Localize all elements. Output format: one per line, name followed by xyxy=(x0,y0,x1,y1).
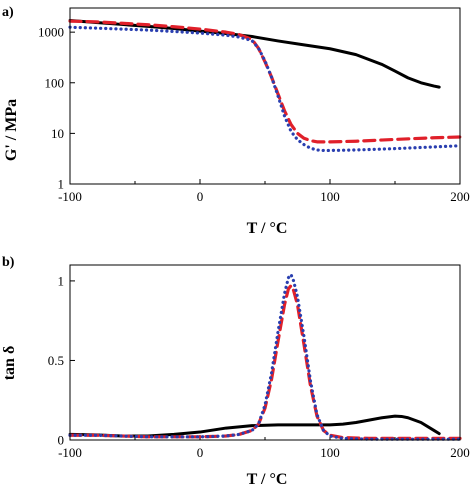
panel-a-chart: a) G' / MPa T / °C -100 0 100 200 1 10 100 1000 xyxy=(2,5,470,237)
panel-b-x-tick-label: -100 xyxy=(58,445,82,460)
panel-b-label: b) xyxy=(2,255,15,270)
panel-a-series-line-2 xyxy=(68,19,462,144)
panel-b-y-tick-label: 0.5 xyxy=(48,353,64,368)
panel-a-label: a) xyxy=(2,5,14,20)
panel-b-series-line-3 xyxy=(68,272,462,441)
panel-a-y-tick-label: 100 xyxy=(45,75,65,90)
panel-a-x-tick-label: 100 xyxy=(320,189,340,204)
panel-b-plot-frame xyxy=(69,264,461,441)
panel-a-y-tick-label: 1 xyxy=(58,177,65,192)
panel-a-x-axis-title: T / °C xyxy=(247,220,288,237)
panel-b-x-tick-label: 0 xyxy=(197,445,204,460)
panel-a-x-tick-label: -100 xyxy=(58,189,82,204)
panel-b-y-tick-label: 1 xyxy=(58,273,65,288)
panel-a-y-tick-label: 10 xyxy=(51,126,64,141)
panel-a-x-tick-label: 200 xyxy=(450,189,470,204)
panel-a-y-tick-label: 1000 xyxy=(38,25,64,40)
panel-a-x-tick-label: 0 xyxy=(197,189,204,204)
panel-a-plot-frame xyxy=(69,7,461,185)
panel-b-x-tick-label: 100 xyxy=(320,445,340,460)
panel-a-y-axis-title: G' / MPa xyxy=(3,99,20,161)
panel-a-series-line-3 xyxy=(68,25,462,153)
panel-b-y-axis-title: tan δ xyxy=(1,346,18,381)
panel-b-x-axis-title: T / °C xyxy=(247,471,288,488)
panel-b-x-tick-label: 200 xyxy=(450,445,470,460)
panel-b-y-tick-label: 0 xyxy=(58,433,65,448)
